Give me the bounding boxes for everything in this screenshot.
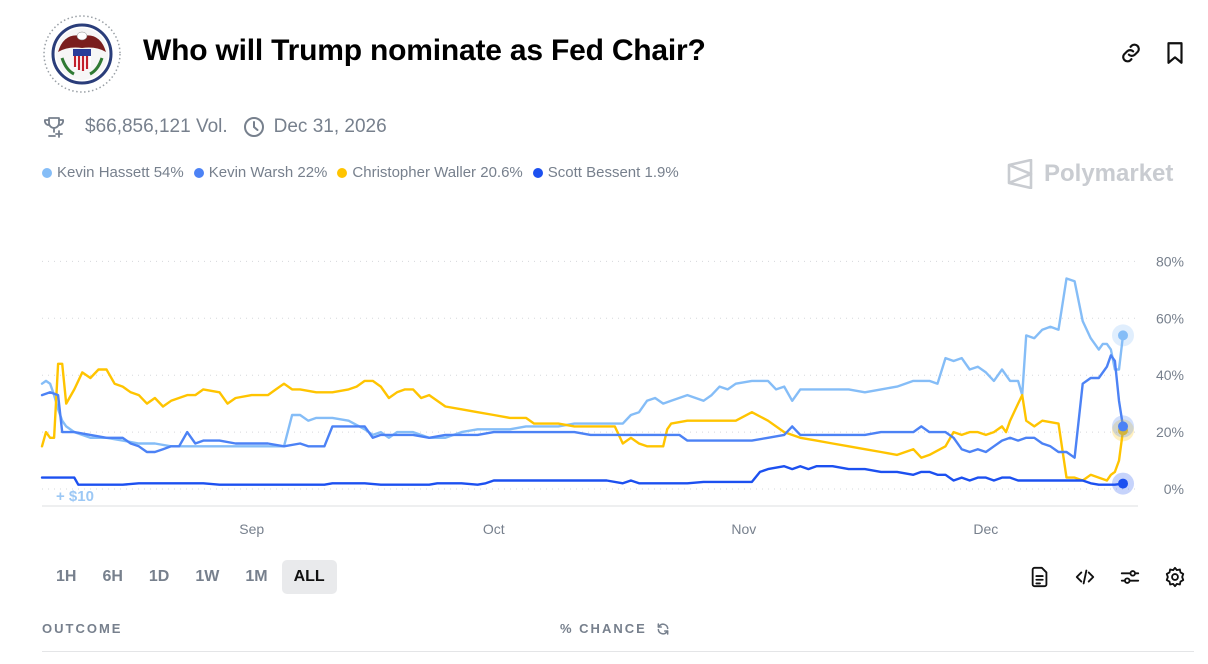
legend-label: Christopher Waller 20.6%	[352, 164, 523, 181]
embed-button[interactable]	[1073, 565, 1097, 589]
market-header: Who will Trump nominate as Fed Chair?	[42, 14, 1192, 94]
legend-label: Scott Bessent 1.9%	[547, 164, 679, 181]
series-line-christopher-waller	[40, 362, 1125, 482]
y-tick-label: 40%	[1156, 367, 1184, 383]
series-end-marker	[1118, 421, 1128, 432]
outcome-column-header: OUTCOME	[42, 621, 123, 636]
chance-column-header[interactable]: % CHANCE	[560, 621, 670, 636]
sliders-icon	[1120, 570, 1140, 584]
federal-reserve-seal-logo	[42, 14, 122, 94]
bookmark-icon	[1167, 42, 1183, 64]
y-tick-label: 60%	[1156, 310, 1184, 326]
range-button-6h[interactable]: 6H	[102, 568, 123, 585]
x-tick-label: Dec	[973, 521, 998, 537]
link-icon	[1122, 43, 1140, 63]
bookmark-button[interactable]	[1162, 40, 1188, 66]
copy-link-button[interactable]	[1118, 40, 1144, 66]
x-tick-label: Oct	[483, 521, 505, 537]
series-end-marker	[1118, 478, 1128, 489]
legend-item[interactable]: Kevin Hassett 54%	[42, 164, 184, 181]
filters-button[interactable]	[1118, 565, 1142, 589]
document-icon	[1031, 566, 1048, 588]
chart-legend: Kevin Hassett 54% Kevin Warsh 22% Christop…	[42, 164, 689, 181]
y-tick-label: 80%	[1156, 253, 1184, 269]
polymarket-logo-icon	[1007, 159, 1033, 189]
chart-tools	[1028, 565, 1187, 589]
gear-icon	[1165, 566, 1185, 588]
range-button-1h[interactable]: 1H	[56, 568, 77, 585]
legend-dot-icon	[532, 167, 543, 178]
refresh-icon[interactable]	[656, 622, 670, 636]
outcomes-table-header: OUTCOME % CHANCE	[42, 614, 1194, 652]
market-title: Who will Trump nominate as Fed Chair?	[143, 34, 706, 67]
brand-name: Polymarket	[1044, 160, 1174, 187]
series-line-kevin-warsh	[40, 354, 1125, 459]
time-range-selector: 1H 6H 1D 1W 1M ALL	[44, 560, 339, 594]
legend-label: Kevin Hassett 54%	[57, 164, 184, 181]
volume-text: $66,856,121 Vol.	[85, 116, 228, 137]
settings-button[interactable]	[1163, 565, 1187, 589]
legend-dot-icon	[193, 167, 204, 178]
series-line-scott-bessent	[40, 465, 1125, 486]
range-button-all[interactable]: ALL	[281, 560, 337, 594]
legend-label: Kevin Warsh 22%	[208, 164, 328, 181]
legend-item[interactable]: Christopher Waller 20.6%	[337, 164, 523, 181]
trophy-icon	[42, 115, 66, 139]
code-icon	[1075, 569, 1095, 585]
end-date-text: Dec 31, 2026	[273, 116, 387, 137]
rules-button[interactable]	[1028, 565, 1052, 589]
y-tick-label: 0%	[1164, 481, 1184, 497]
range-button-1w[interactable]: 1W	[195, 568, 220, 585]
y-tick-label: 20%	[1156, 424, 1184, 440]
range-button-1d[interactable]: 1D	[148, 568, 170, 585]
polymarket-watermark: Polymarket	[1006, 158, 1173, 190]
price-history-chart[interactable]: 0% 20% 40% 60% 80% Sep Oct Nov Dec + $10	[0, 200, 1208, 550]
range-button-1m[interactable]: 1M	[245, 568, 268, 585]
x-tick-label: Sep	[239, 521, 264, 537]
trade-annotation: + $10	[56, 488, 94, 505]
market-meta: $66,856,121 Vol. Dec 31, 2026	[42, 113, 387, 141]
legend-item[interactable]: Kevin Warsh 22%	[193, 164, 328, 181]
legend-item[interactable]: Scott Bessent 1.9%	[532, 164, 679, 181]
series-line-kevin-hassett	[40, 277, 1125, 448]
legend-dot-icon	[42, 167, 52, 178]
x-tick-label: Nov	[731, 521, 756, 537]
series-end-marker	[1118, 330, 1128, 341]
chart-svg: 0% 20% 40% 60% 80% Sep Oct Nov Dec + $10	[40, 253, 1184, 537]
clock-icon	[242, 115, 266, 139]
chance-column-label: % CHANCE	[560, 621, 647, 636]
legend-dot-icon	[337, 167, 348, 178]
